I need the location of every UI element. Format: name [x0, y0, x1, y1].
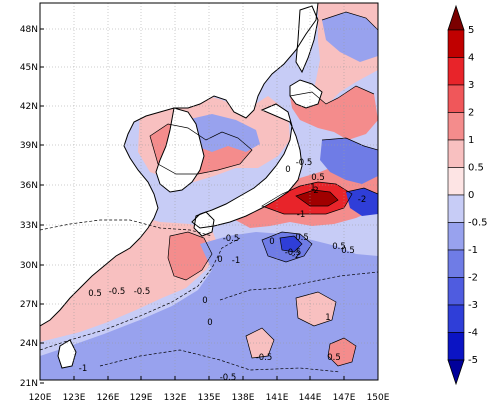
lat-tick-label: 33N [20, 221, 38, 231]
contour-label: 1 [325, 313, 330, 323]
lon-tick-label: 138E [232, 393, 255, 403]
lat-tick-label: 39N [20, 141, 38, 151]
colorbar-swatch [447, 167, 465, 196]
colorbar-swatch [447, 84, 465, 113]
colorbar-level-label: -2 [468, 273, 478, 284]
colorbar-swatch [447, 29, 465, 58]
lat-tick-label: 42N [20, 102, 38, 112]
land-mass-kyushu [194, 212, 214, 236]
anomaly-region-sea-of-japan-negative [184, 114, 260, 152]
lon-tick-label: 147E [333, 393, 356, 403]
lat-tick-label: 27N [20, 300, 38, 310]
lon-tick-label: 150E [367, 393, 390, 403]
contour-label: 0 [285, 165, 290, 175]
colorbar-level-label: -3 [468, 300, 478, 311]
colorbar-swatch [447, 57, 465, 86]
lon-tick-label: 120E [29, 393, 52, 403]
latitude-axis: 48N 45N 42N 39N 36N 33N 30N 27N 24N 21N [20, 25, 44, 389]
coastline [40, 3, 323, 369]
contour-label: -2 [292, 251, 300, 261]
contour-label: -0.5 [296, 158, 313, 168]
contour-label: 0 [217, 255, 222, 265]
anomaly-region-east-deep-negative [346, 188, 378, 216]
colorbar-level-label: 2 [468, 108, 474, 119]
anomaly-region-north-negative [322, 12, 378, 62]
land-mass-taiwan [58, 340, 76, 368]
contour-label: 0.5 [311, 173, 325, 183]
contour-label: -1 [79, 364, 87, 374]
colorbar-swatch [447, 304, 465, 333]
colorbar-swatch [447, 222, 465, 251]
land-mass-hokkaido [290, 80, 322, 108]
contour-label: -0.5 [109, 287, 126, 297]
lat-tick-label: 21N [20, 379, 38, 389]
colorbar-top-arrow [447, 4, 465, 31]
colorbar-level-label: -1 [468, 245, 478, 256]
lat-tick-label: 36N [20, 181, 38, 191]
lat-tick-label: 24N [20, 339, 38, 349]
anomaly-region-far-south-positive [328, 338, 356, 366]
contour-label: 0.5 [332, 242, 346, 252]
contour-label: 0 [269, 237, 274, 247]
land-mass-asia [40, 3, 318, 326]
colorbar-level-label: -4 [468, 328, 478, 339]
land-mass-japan-honshu [192, 104, 302, 228]
contour-label: 0 [202, 296, 207, 306]
contour-labels: 0-0.50.5-112-2-0.5 0 0.5-1-0.500.5-0.5-10.… [79, 158, 366, 383]
contour-label: 0.5 [341, 246, 355, 256]
graticule [40, 3, 378, 380]
lon-tick-label: 132E [164, 393, 187, 403]
lon-tick-label: 129E [130, 393, 153, 403]
colorbar-swatch [447, 139, 465, 168]
colorbar-level-label: 0.5 [468, 163, 484, 174]
colorbar-bottom-arrow [447, 359, 465, 386]
contour-label: 0.5 [88, 289, 102, 299]
colorbar-swatch [447, 249, 465, 278]
colorbar-level-label: 1 [468, 135, 474, 146]
colorbar-level-label: -5 [468, 355, 478, 366]
contour-label: 1 [310, 183, 315, 193]
contour-label: -0.5 [223, 234, 240, 244]
contour-label: 0.5 [295, 233, 309, 243]
colorbar-level-label: 3 [468, 80, 474, 91]
anomaly-region-east-negative [320, 138, 378, 184]
lon-tick-label: 141E [266, 393, 289, 403]
map-plot-area: 0-0.50.5-112-2-0.5 0 0.5-1-0.500.5-0.5-10.… [40, 3, 378, 383]
lat-tick-label: 48N [20, 25, 38, 35]
colorbar-swatch [447, 194, 465, 223]
contour-label: -0.5 [285, 248, 302, 258]
colorbar-swatch [447, 277, 465, 306]
lon-tick-label: 126E [97, 393, 120, 403]
lon-tick-label: 123E [63, 393, 86, 403]
contour-label: -2 [358, 195, 366, 205]
anomaly-region-southeast-positive [296, 292, 336, 326]
contour-label: -1 [232, 256, 240, 266]
contour-label: 0 [207, 318, 212, 328]
contour-label: -1 [297, 210, 305, 220]
lon-tick-label: 144E [299, 393, 322, 403]
colorbar-level-label: -0.5 [468, 218, 488, 229]
lat-tick-label: 30N [20, 261, 38, 271]
colorbar-swatch [447, 112, 465, 141]
contour-label: 0.5 [327, 353, 341, 363]
contour-label: -0.5 [134, 287, 151, 297]
anomaly-region-south-core-negative [280, 236, 302, 252]
colorbar-swatch [447, 332, 465, 361]
longitude-axis: 120E 123E 126E 129E 132E 135E 138E 141E 144E 147E… [29, 376, 390, 403]
lat-tick-label: 45N [20, 63, 38, 73]
anomaly-region-kuroshio-core [296, 190, 338, 206]
colorbar-level-label: 4 [468, 53, 474, 64]
colorbar-level-label: 5 [468, 25, 474, 36]
land-mass-korea [156, 108, 204, 192]
contour-label: -0.5 [220, 373, 237, 383]
contour-label: 2 [313, 186, 318, 196]
lon-tick-label: 135E [198, 393, 221, 403]
contour-label: -0.5 [256, 353, 273, 363]
colorbar: 5 4 3 2 1 0.5 0 -0.5 -1 -2 -3 -4 -5 [447, 4, 488, 386]
contour-lines [40, 11, 378, 373]
colorbar-level-label: 0 [468, 190, 474, 201]
land-mass-sakhalin [296, 6, 318, 72]
